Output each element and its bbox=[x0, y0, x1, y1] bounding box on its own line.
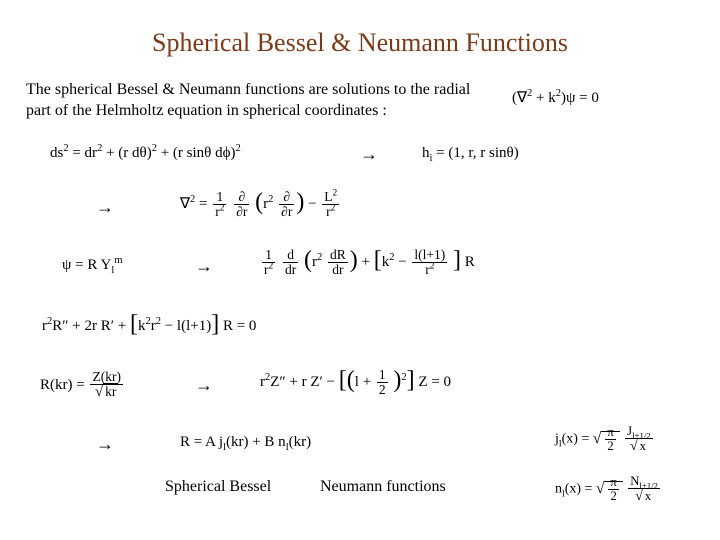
ds-lhs: ds bbox=[50, 145, 63, 161]
eq-line-element: ds2 = dr2 + (r dθ)2 + (r sinθ dϕ)2 bbox=[50, 145, 241, 162]
eq-laplacian: ∇2 = 1r2 ∂∂r (r2 ∂∂r) − L2r2 bbox=[180, 190, 341, 219]
nabla-eq: = bbox=[195, 196, 211, 212]
hi-h: h bbox=[422, 145, 430, 161]
ds-eq: = dr bbox=[69, 145, 97, 161]
arrow-4: → bbox=[195, 375, 213, 396]
psi-l: l bbox=[111, 265, 114, 276]
nabla: ∇ bbox=[180, 196, 190, 212]
ds-t1: + (r dθ) bbox=[102, 145, 151, 161]
hi-rhs: = (1, r, r sinθ) bbox=[432, 145, 518, 161]
label-neumann-functions: Neumann functions bbox=[320, 478, 446, 496]
slide: Spherical Bessel & Neumann Functions The… bbox=[0, 0, 720, 540]
intro-text: The spherical Bessel & Neumann functions… bbox=[26, 80, 476, 122]
arrow-3: → bbox=[195, 256, 213, 277]
eq-helmholtz: (∇2 + k2)ψ = 0 bbox=[512, 88, 599, 107]
eq-scale-factors: hi = (1, r, r sinθ) bbox=[422, 145, 519, 162]
eq-jl-def: jl(x) = π2 Jl+1/2x bbox=[555, 425, 655, 454]
arrow-2: → bbox=[96, 197, 114, 218]
arrow-5: → bbox=[96, 434, 114, 455]
helmholtz-nabla: (∇ bbox=[512, 90, 527, 106]
eq-radial: 1r2 ddr (r2 dRdr) + [k2 − l(l+1)r2 ] R bbox=[260, 248, 475, 277]
label-spherical-bessel: Spherical Bessel bbox=[165, 478, 271, 496]
psi-lhs: ψ = R Y bbox=[62, 257, 111, 273]
psi-m: m bbox=[114, 255, 122, 266]
eq-ode-R: r2R″ + 2r R′ + [k2r2 − l(l+1)] R = 0 bbox=[42, 316, 256, 338]
helmholtz-rhs: )ψ = 0 bbox=[561, 90, 599, 106]
eq-solution: R = A jl(kr) + B nl(kr) bbox=[180, 434, 311, 451]
eq-substitution: R(kr) = Z(kr)kr bbox=[40, 370, 125, 401]
eq-ode-Z: r2Z″ + r Z′ − [(l + 12 )2] Z = 0 bbox=[260, 368, 451, 397]
eq-separation: ψ = R Ylm bbox=[62, 257, 122, 274]
slide-title: Spherical Bessel & Neumann Functions bbox=[0, 28, 720, 58]
helmholtz-plus: + k bbox=[532, 90, 555, 106]
arrow-1: → bbox=[360, 144, 378, 165]
ds-t2: + (r sinθ dϕ) bbox=[157, 145, 236, 161]
eq-nl-def: nl(x) = π2 Nl+1/2x bbox=[555, 475, 662, 504]
